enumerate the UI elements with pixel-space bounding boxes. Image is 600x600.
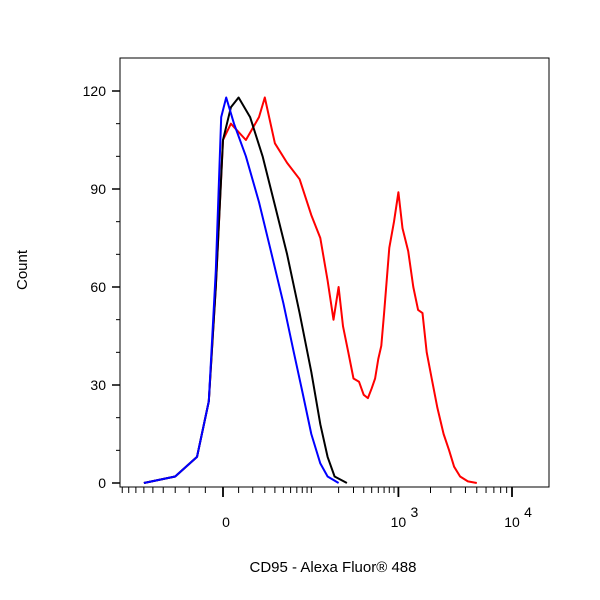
x-tick-exponent: 4 [524, 504, 532, 520]
y-axis-title: Count [14, 249, 31, 290]
x-tick-label: 10 [504, 514, 520, 530]
x-tick-label: 10 [391, 514, 407, 530]
y-tick-label: 30 [90, 377, 106, 393]
series-line-0 [143, 96, 477, 484]
y-tick-label: 60 [90, 279, 106, 295]
x-tick-label: 0 [222, 514, 230, 530]
y-tick-label: 120 [83, 83, 107, 99]
y-tick-label: 0 [98, 475, 106, 491]
y-tick-label: 90 [90, 181, 106, 197]
plot-frame [119, 57, 550, 488]
x-tick-exponent: 3 [411, 504, 419, 520]
x-axis-title: CD95 - Alexa Fluor® 488 [250, 559, 417, 576]
series-line-2 [143, 96, 340, 484]
